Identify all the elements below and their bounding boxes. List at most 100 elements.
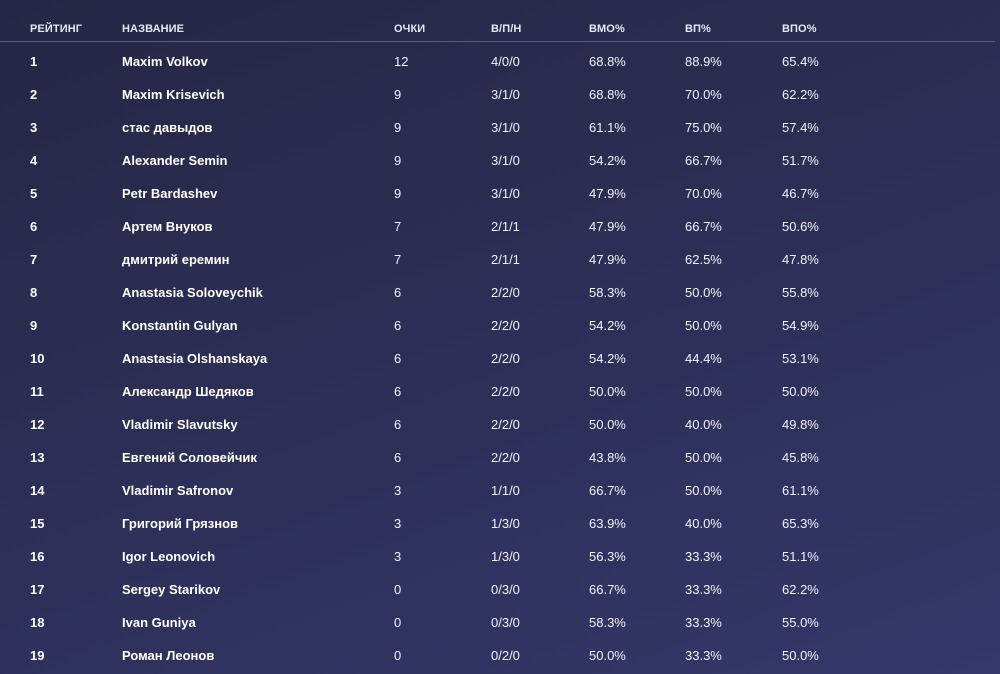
vp-cell: 44.4%	[685, 351, 722, 366]
vmo-cell: 56.3%	[589, 549, 626, 564]
rank-cell: 11	[30, 384, 44, 399]
vp-cell: 50.0%	[685, 450, 722, 465]
wld-cell: 0/3/0	[491, 615, 520, 630]
column-header-name[interactable]: НАЗВАНИЕ	[122, 23, 185, 35]
vmo-cell: 66.7%	[589, 582, 626, 597]
player-name[interactable]: Anastasia Olshanskaya	[122, 351, 268, 366]
vmo-cell: 68.8%	[589, 87, 626, 102]
wld-cell: 1/1/0	[491, 483, 520, 498]
points-cell: 9	[394, 186, 402, 201]
table-row: 11 Александр Шедяков 6 2/2/0 50.0% 50.0% 50.0%	[0, 372, 1000, 405]
player-name[interactable]: Александр Шедяков	[122, 384, 254, 399]
player-name[interactable]: Petr Bardashev	[122, 186, 218, 201]
points-cell: 0	[394, 615, 402, 630]
player-name[interactable]: Артем Внуков	[122, 219, 213, 234]
vmo-cell: 47.9%	[589, 219, 626, 234]
wld-cell: 0/2/0	[491, 648, 520, 663]
rank-cell: 14	[30, 483, 45, 498]
rank-cell: 8	[30, 285, 38, 300]
points-cell: 3	[394, 549, 402, 564]
points-cell: 7	[394, 219, 402, 234]
wld-cell: 3/1/0	[491, 186, 520, 201]
player-name[interactable]: Sergey Starikov	[122, 582, 221, 597]
column-header-rank[interactable]: РЕЙТИНГ	[30, 23, 83, 35]
points-cell: 6	[394, 450, 402, 465]
table-row: 1 Maxim Volkov 12 4/0/0 68.8% 88.9% 65.4%	[0, 42, 1000, 75]
player-name[interactable]: Konstantin Gulyan	[122, 318, 238, 333]
vpo-cell: 62.2%	[782, 87, 819, 102]
table-body: 1 Maxim Volkov 12 4/0/0 68.8% 88.9% 65.4% 2 Maxi…	[0, 42, 1000, 669]
rank-cell: 6	[30, 219, 38, 234]
vmo-cell: 66.7%	[589, 483, 626, 498]
vmo-cell: 50.0%	[589, 648, 626, 663]
vpo-cell: 47.8%	[782, 252, 819, 267]
vmo-cell: 43.8%	[589, 450, 626, 465]
column-header-vmo[interactable]: ВМО%	[589, 23, 625, 35]
player-name[interactable]: стас давыдов	[122, 120, 213, 135]
table-row: 10 Anastasia Olshanskaya 6 2/2/0 54.2% 44.4% 5…	[0, 339, 1000, 372]
vmo-cell: 61.1%	[589, 120, 626, 135]
wld-cell: 2/2/0	[491, 384, 520, 399]
vmo-cell: 63.9%	[589, 516, 626, 531]
column-header-vp[interactable]: ВП%	[685, 23, 711, 35]
vpo-cell: 50.6%	[782, 219, 819, 234]
wld-cell: 2/1/1	[491, 252, 520, 267]
player-name[interactable]: дмитрий еремин	[122, 252, 230, 267]
rank-cell: 18	[30, 615, 45, 630]
player-name[interactable]: Maxim Krisevich	[122, 87, 225, 102]
wld-cell: 3/1/0	[491, 120, 520, 135]
table-row: 19 Роман Леонов 0 0/2/0 50.0% 33.3% 50.0%	[0, 636, 1000, 669]
wld-cell: 2/2/0	[491, 450, 520, 465]
player-name[interactable]: Maxim Volkov	[122, 54, 208, 69]
vmo-cell: 54.2%	[589, 318, 626, 333]
table-row: 14 Vladimir Safronov 3 1/1/0 66.7% 50.0% 61.1%	[0, 471, 1000, 504]
points-cell: 7	[394, 252, 402, 267]
vp-cell: 50.0%	[685, 483, 722, 498]
player-name[interactable]: Alexander Semin	[122, 153, 228, 168]
player-name[interactable]: Григорий Грязнов	[122, 516, 239, 531]
table-row: 13 Евгений Соловейчик 6 2/2/0 43.8% 50.0% 45.8…	[0, 438, 1000, 471]
table-row: 12 Vladimir Slavutsky 6 2/2/0 50.0% 40.0% 49.8…	[0, 405, 1000, 438]
vp-cell: 70.0%	[685, 87, 722, 102]
vp-cell: 62.5%	[685, 252, 722, 267]
column-header-vpo[interactable]: ВПО%	[782, 23, 817, 35]
vpo-cell: 50.0%	[782, 648, 819, 663]
vpo-cell: 65.3%	[782, 516, 819, 531]
column-header-points[interactable]: ОЧКИ	[394, 23, 426, 35]
points-cell: 6	[394, 318, 402, 333]
vpo-cell: 61.1%	[782, 483, 819, 498]
vpo-cell: 51.1%	[782, 549, 819, 564]
table-row: 9 Konstantin Gulyan 6 2/2/0 54.2% 50.0% 54.9%	[0, 306, 1000, 339]
points-cell: 9	[394, 120, 402, 135]
rank-cell: 12	[30, 417, 45, 432]
vpo-cell: 51.7%	[782, 153, 819, 168]
vmo-cell: 68.8%	[589, 54, 626, 69]
table-row: 17 Sergey Starikov 0 0/3/0 66.7% 33.3% 62.2%	[0, 570, 1000, 603]
rank-cell: 2	[30, 87, 38, 102]
points-cell: 6	[394, 384, 402, 399]
table-header: РЕЙТИНГ НАЗВАНИЕ ОЧКИ В/П/Н ВМО% ВП% ВПО…	[0, 0, 995, 42]
player-name[interactable]: Anastasia Soloveychik	[122, 285, 263, 300]
vpo-cell: 65.4%	[782, 54, 819, 69]
vpo-cell: 62.2%	[782, 582, 819, 597]
wld-cell: 0/3/0	[491, 582, 520, 597]
player-name[interactable]: Vladimir Slavutsky	[122, 417, 238, 432]
vp-cell: 50.0%	[685, 318, 722, 333]
column-header-wld[interactable]: В/П/Н	[491, 23, 522, 35]
vpo-cell: 50.0%	[782, 384, 819, 399]
player-name[interactable]: Евгений Соловейчик	[122, 450, 257, 465]
player-name[interactable]: Ivan Guniya	[122, 615, 196, 630]
rank-cell: 13	[30, 450, 45, 465]
player-name[interactable]: Vladimir Safronov	[122, 483, 234, 498]
table-row: 5 Petr Bardashev 9 3/1/0 47.9% 70.0% 46.7%	[0, 174, 1000, 207]
player-name[interactable]: Igor Leonovich	[122, 549, 216, 564]
player-name[interactable]: Роман Леонов	[122, 648, 215, 663]
vp-cell: 70.0%	[685, 186, 722, 201]
rank-cell: 4	[30, 153, 38, 168]
wld-cell: 1/3/0	[491, 516, 520, 531]
rank-cell: 7	[30, 252, 38, 267]
points-cell: 0	[394, 648, 402, 663]
vmo-cell: 58.3%	[589, 285, 626, 300]
vp-cell: 88.9%	[685, 54, 722, 69]
